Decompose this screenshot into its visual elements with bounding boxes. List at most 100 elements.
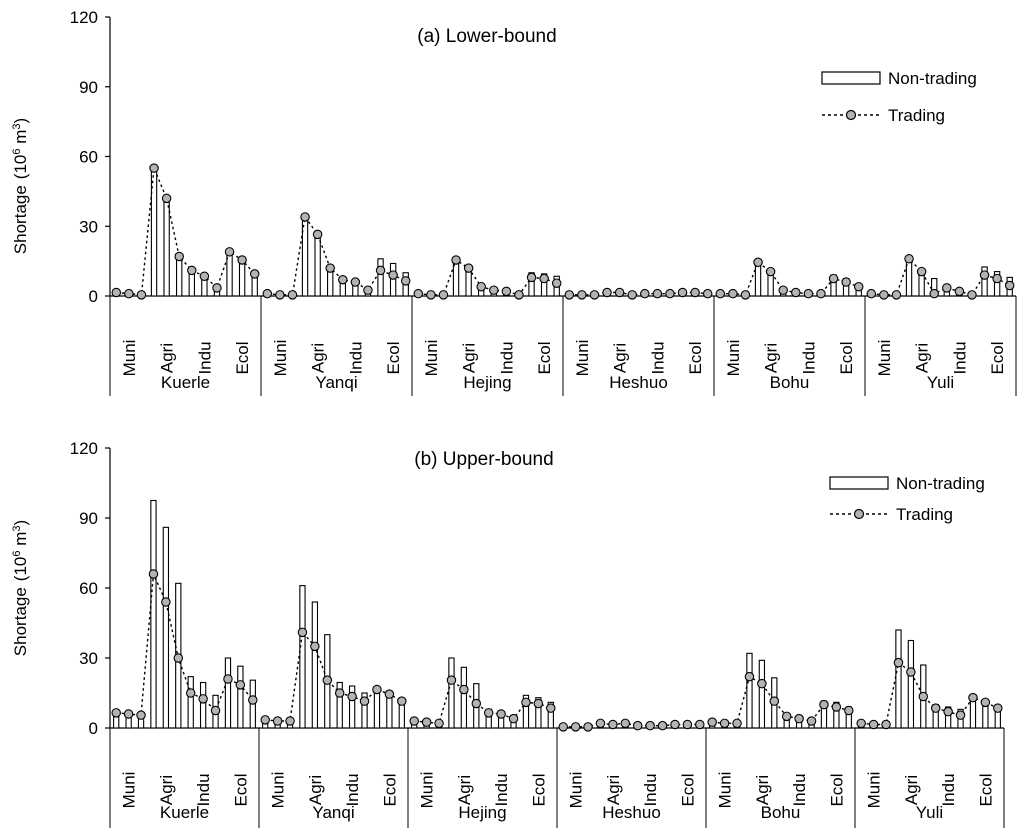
non-trading-bar xyxy=(299,585,306,729)
sector-label-indu: Indu xyxy=(799,341,818,374)
trading-point xyxy=(459,684,469,695)
trading-point xyxy=(583,722,593,732)
non-trading-bar xyxy=(547,701,554,729)
trading-point xyxy=(702,288,713,299)
trading-point xyxy=(384,689,395,699)
non-trading-bar xyxy=(301,216,309,297)
non-trading-bar xyxy=(993,271,1001,297)
trading-point xyxy=(272,716,283,726)
trading-point xyxy=(123,709,134,719)
trading-point xyxy=(496,709,506,719)
trading-point xyxy=(173,653,184,663)
trading-point xyxy=(397,696,407,706)
sector-label-ecol: Ecol xyxy=(988,341,1007,374)
trading-point xyxy=(124,288,134,299)
trading-point xyxy=(421,717,432,727)
sector-label-muni: Muni xyxy=(865,772,884,809)
trading-point xyxy=(791,287,801,298)
trading-point xyxy=(831,702,842,712)
non-trading-bar xyxy=(522,694,530,729)
trading-point xyxy=(212,283,222,293)
trading-point xyxy=(906,667,916,677)
trading-point xyxy=(372,684,382,695)
region-label-yuli: Yuli xyxy=(916,803,943,822)
trading-point xyxy=(350,277,361,287)
non-trading-bar xyxy=(187,676,194,729)
trading-point xyxy=(732,718,742,729)
trading-point xyxy=(483,708,494,718)
trading-point xyxy=(285,716,295,726)
trading-point xyxy=(757,678,767,689)
legend-upper-bound: Non-trading Trading xyxy=(829,474,985,524)
trading-point xyxy=(893,657,904,668)
region-label-yuli: Yuli xyxy=(927,373,954,392)
non-trading-bar xyxy=(373,688,381,729)
trading-point xyxy=(551,278,562,288)
non-trading-bar xyxy=(163,197,170,297)
trading-point xyxy=(300,212,310,222)
trading-point xyxy=(954,286,965,297)
trading-point xyxy=(463,263,474,273)
trading-point xyxy=(136,290,147,300)
legend-marker-swatch xyxy=(853,508,865,520)
sector-label-muni: Muni xyxy=(269,772,288,809)
trading-point xyxy=(929,288,939,299)
panel-lower-bound: (a) Lower-bound Shortage(106 m3) Non-tra… xyxy=(11,8,1017,396)
trading-point xyxy=(526,272,537,283)
trading-point xyxy=(955,710,966,720)
trading-line xyxy=(116,167,256,296)
trading-line xyxy=(267,215,406,296)
trading-line xyxy=(861,661,999,726)
trading-point xyxy=(471,698,482,709)
trading-point xyxy=(778,285,788,295)
non-trading-bar xyxy=(361,692,368,729)
chart-title-upper-bound: (b) Upper-bound xyxy=(414,449,553,470)
sector-label-indu: Indu xyxy=(497,341,516,374)
trading-point xyxy=(438,290,449,300)
sector-label-ecol: Ecol xyxy=(231,773,250,806)
sector-label-ecol: Ecol xyxy=(233,341,252,374)
sector-label-ecol: Ecol xyxy=(529,773,548,806)
y-tick-label: 60 xyxy=(79,148,98,167)
trading-point xyxy=(235,680,246,690)
non-trading-bar xyxy=(981,266,988,297)
sector-label-agri: Agri xyxy=(306,775,325,805)
trading-point xyxy=(426,290,436,300)
trading-point xyxy=(434,718,444,729)
non-trading-bar xyxy=(754,261,762,297)
sector-label-indu: Indu xyxy=(950,341,969,374)
trading-point xyxy=(589,290,600,300)
trading-point xyxy=(967,290,977,300)
sector-label-muni: Muni xyxy=(567,772,586,809)
sector-label-muni: Muni xyxy=(875,340,894,377)
sector-label-agri: Agri xyxy=(158,343,177,373)
trading-point xyxy=(918,691,929,702)
y-tick-label: 0 xyxy=(89,719,98,738)
trading-point xyxy=(715,288,726,299)
trading-point xyxy=(868,719,879,730)
trading-line xyxy=(712,675,849,724)
trading-point xyxy=(828,273,839,284)
non-trading-bar xyxy=(758,659,766,729)
sector-label-indu: Indu xyxy=(641,773,660,806)
trading-point xyxy=(627,290,637,300)
trading-point xyxy=(690,287,700,298)
trading-point xyxy=(546,703,556,713)
sector-label-muni: Muni xyxy=(573,340,592,377)
legend-label-non-trading: Non-trading xyxy=(888,69,977,88)
non-trading-bar xyxy=(176,255,183,297)
trading-point xyxy=(844,705,854,716)
trading-point xyxy=(879,290,889,300)
trading-point xyxy=(608,719,618,730)
trading-point xyxy=(803,288,814,299)
trading-point xyxy=(539,273,549,284)
trading-point xyxy=(451,255,461,265)
non-trading-bar xyxy=(746,652,753,729)
y-tick-label: 30 xyxy=(79,649,98,668)
trading-point xyxy=(1004,280,1015,291)
sector-label-indu: Indu xyxy=(343,773,362,806)
sector-label-indu: Indu xyxy=(790,773,809,806)
sector-label-indu: Indu xyxy=(194,773,213,806)
sector-label-ecol: Ecol xyxy=(837,341,856,374)
